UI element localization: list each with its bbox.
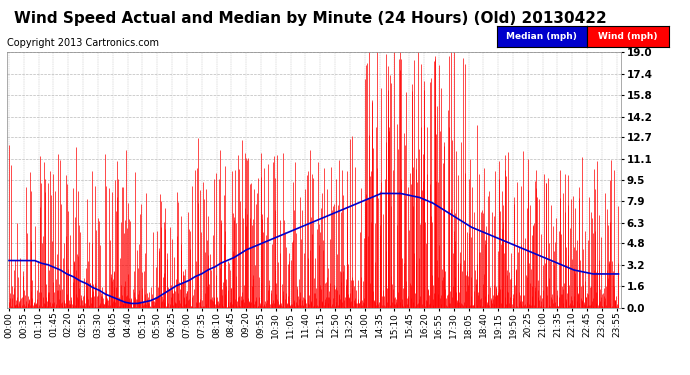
Text: Median (mph): Median (mph)	[506, 32, 577, 41]
Text: Copyright 2013 Cartronics.com: Copyright 2013 Cartronics.com	[7, 38, 159, 48]
Text: Wind Speed Actual and Median by Minute (24 Hours) (Old) 20130422: Wind Speed Actual and Median by Minute (…	[14, 11, 607, 26]
Text: Wind (mph): Wind (mph)	[598, 32, 658, 41]
